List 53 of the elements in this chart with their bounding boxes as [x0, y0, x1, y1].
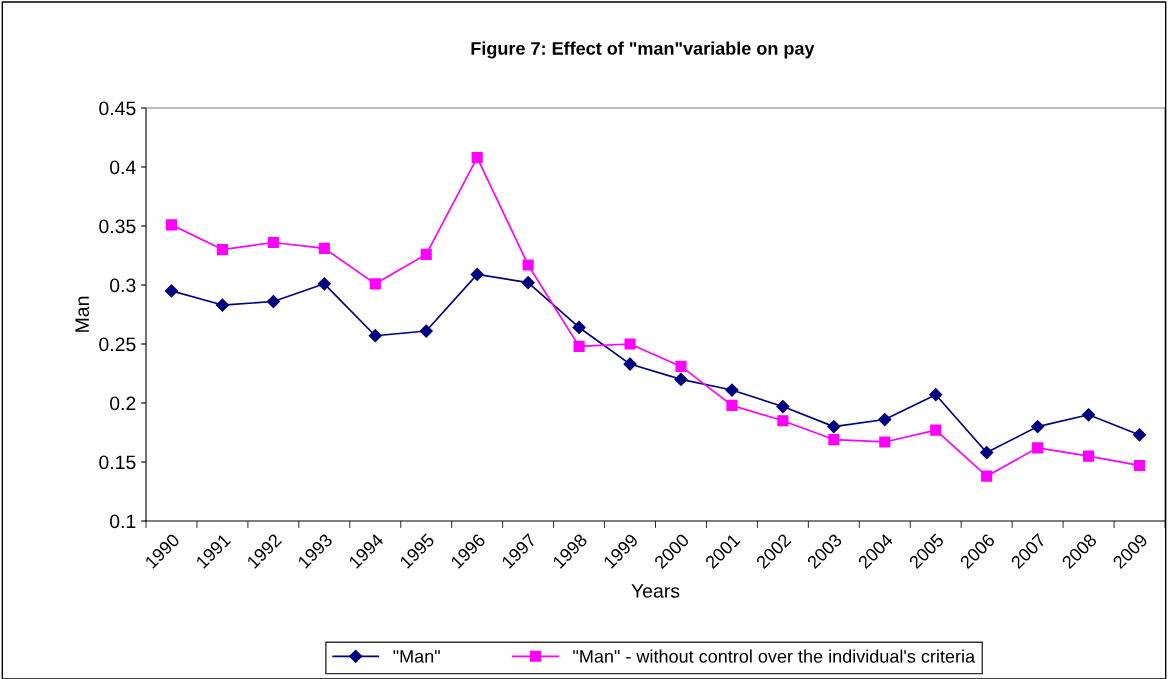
point: [165, 219, 178, 231]
point: [878, 412, 892, 427]
point: [368, 329, 382, 343]
point: [164, 284, 179, 298]
point: [725, 383, 739, 397]
point: [1032, 442, 1044, 454]
chart-title: Figure 7: Effect of "man"variable on pay: [471, 41, 815, 59]
point: [267, 236, 279, 249]
point: [266, 294, 280, 309]
legend-label: "Man" - without control over the individual's criteria: [573, 649, 976, 663]
y-tick-label: 0.25: [99, 337, 136, 352]
point: [674, 372, 688, 386]
point: [420, 248, 432, 260]
legend-label: "Man": [393, 650, 440, 663]
y-tick-label: 0.15: [99, 455, 136, 470]
point: [317, 277, 331, 291]
point: [572, 320, 586, 335]
point: [879, 436, 891, 448]
point: [827, 420, 841, 434]
y-axis-title: Man: [75, 296, 90, 332]
point: [1083, 450, 1095, 462]
x-axis-title: Years: [631, 584, 680, 598]
point: [470, 267, 484, 281]
y-tick-label: 0.3: [110, 278, 136, 293]
y-tick-label: 0.1: [110, 514, 136, 529]
point: [1132, 428, 1147, 442]
point: [1081, 408, 1096, 422]
point: [726, 399, 738, 411]
point: [675, 360, 687, 372]
point: [930, 424, 942, 436]
point: [624, 338, 636, 350]
point: [522, 259, 534, 271]
y-tick-label: 0.4: [110, 160, 136, 175]
point: [980, 445, 994, 460]
point: [521, 276, 535, 290]
point: [777, 415, 789, 427]
y-tick-label: 0.2: [110, 396, 136, 411]
point: [318, 242, 330, 254]
point: [369, 278, 381, 290]
point: [1031, 420, 1045, 434]
point: [471, 152, 483, 164]
point: [981, 470, 993, 482]
y-tick-label: 0.35: [99, 219, 136, 234]
point: [216, 244, 228, 256]
point: [623, 357, 637, 371]
point: [419, 324, 433, 338]
point: [1133, 459, 1146, 472]
point: [929, 388, 943, 402]
point: [828, 434, 840, 446]
point: [215, 298, 230, 312]
point: [776, 399, 790, 414]
point: [573, 340, 585, 352]
y-tick-label: 0.45: [99, 101, 136, 116]
